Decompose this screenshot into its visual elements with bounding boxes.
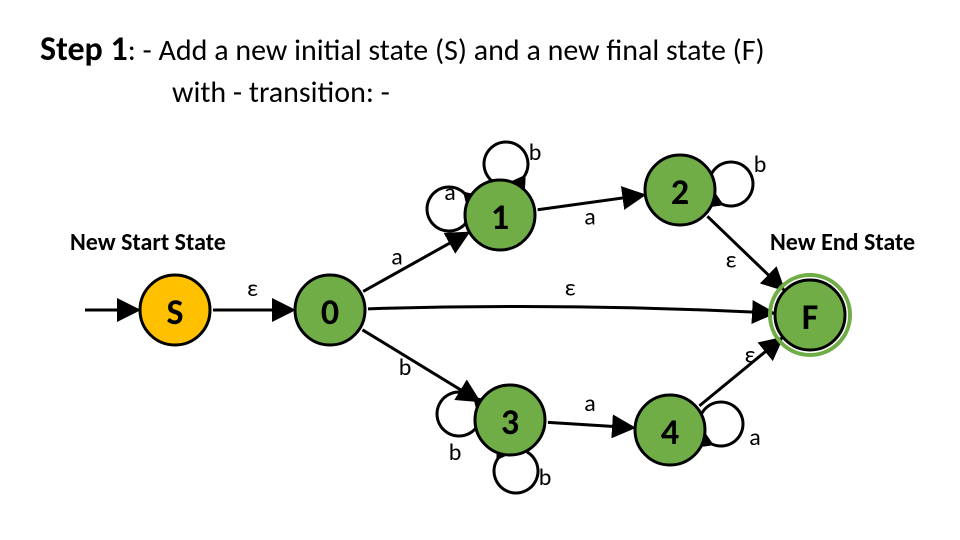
edge-label: a: [749, 423, 761, 452]
edge-label: a: [584, 389, 596, 418]
edge-label: b: [754, 150, 767, 179]
state-node-4: 4: [635, 395, 705, 465]
state-node-2: 2: [645, 155, 715, 225]
edge-label: ε: [565, 274, 576, 303]
svg-text:1: 1: [491, 195, 509, 239]
edge-0-F: [368, 306, 772, 313]
automaton-diagram: S 0 1 2 3 4 F ε a b ε a a ε ε a b b b b a: [0, 120, 960, 540]
svg-text:2: 2: [671, 170, 689, 214]
state-node-S: S: [140, 275, 210, 345]
heading-text-1: Add a new initial state (S) and a new fi…: [159, 32, 765, 69]
svg-text:S: S: [166, 290, 183, 334]
state-node-0: 0: [295, 275, 365, 345]
edge-0-3: [362, 330, 477, 400]
heading-block: Step 1: - Add a new initial state (S) an…: [40, 28, 920, 111]
edge-label: a: [391, 243, 403, 272]
state-node-1: 1: [465, 180, 535, 250]
svg-text:F: F: [802, 295, 819, 339]
state-node-3: 3: [475, 385, 545, 455]
edge-0-1: [363, 234, 467, 292]
edge-label: b: [539, 463, 552, 492]
svg-text:3: 3: [501, 400, 519, 444]
slide-stage: Step 1: - Add a new initial state (S) an…: [0, 0, 960, 540]
edge-label: ε: [745, 341, 756, 370]
state-node-F: F: [770, 275, 850, 355]
edge-label: ε: [726, 246, 737, 275]
edge-label: b: [399, 353, 412, 382]
edge-2-F: [707, 216, 782, 288]
edge-label: a: [584, 203, 596, 232]
svg-text:4: 4: [661, 410, 679, 454]
edge-label: b: [449, 438, 462, 467]
edge-label: a: [444, 178, 456, 207]
edge-label: ε: [247, 274, 258, 303]
edge-4-F: [699, 339, 780, 406]
heading-line-2: with - transition: -: [172, 74, 920, 111]
step-label: Step 1: [40, 29, 128, 70]
heading-line-1: Step 1: - Add a new initial state (S) an…: [40, 28, 920, 72]
svg-text:0: 0: [321, 290, 339, 334]
step-colon: : -: [128, 32, 152, 69]
edge-label: b: [529, 138, 542, 167]
edge-3-4: [548, 422, 632, 427]
